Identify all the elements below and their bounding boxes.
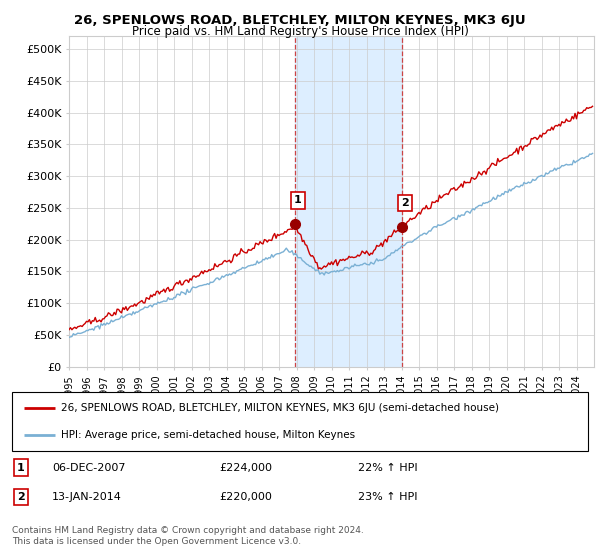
Text: 06-DEC-2007: 06-DEC-2007 xyxy=(52,463,126,473)
Text: 2: 2 xyxy=(17,492,25,502)
Text: 26, SPENLOWS ROAD, BLETCHLEY, MILTON KEYNES, MK3 6JU: 26, SPENLOWS ROAD, BLETCHLEY, MILTON KEY… xyxy=(74,14,526,27)
Text: 1: 1 xyxy=(17,463,25,473)
Bar xyxy=(295,36,402,367)
Text: Price paid vs. HM Land Registry's House Price Index (HPI): Price paid vs. HM Land Registry's House … xyxy=(131,25,469,38)
Text: 22% ↑ HPI: 22% ↑ HPI xyxy=(358,463,417,473)
Text: 1: 1 xyxy=(294,195,302,206)
Text: 23% ↑ HPI: 23% ↑ HPI xyxy=(358,492,417,502)
Text: 2: 2 xyxy=(401,198,409,208)
Text: 26, SPENLOWS ROAD, BLETCHLEY, MILTON KEYNES, MK3 6JU (semi-detached house): 26, SPENLOWS ROAD, BLETCHLEY, MILTON KEY… xyxy=(61,403,499,413)
Text: 13-JAN-2014: 13-JAN-2014 xyxy=(52,492,122,502)
Text: £220,000: £220,000 xyxy=(220,492,272,502)
FancyBboxPatch shape xyxy=(12,392,588,451)
Text: Contains HM Land Registry data © Crown copyright and database right 2024.
This d: Contains HM Land Registry data © Crown c… xyxy=(12,526,364,546)
Text: £224,000: £224,000 xyxy=(220,463,272,473)
Text: HPI: Average price, semi-detached house, Milton Keynes: HPI: Average price, semi-detached house,… xyxy=(61,430,355,440)
